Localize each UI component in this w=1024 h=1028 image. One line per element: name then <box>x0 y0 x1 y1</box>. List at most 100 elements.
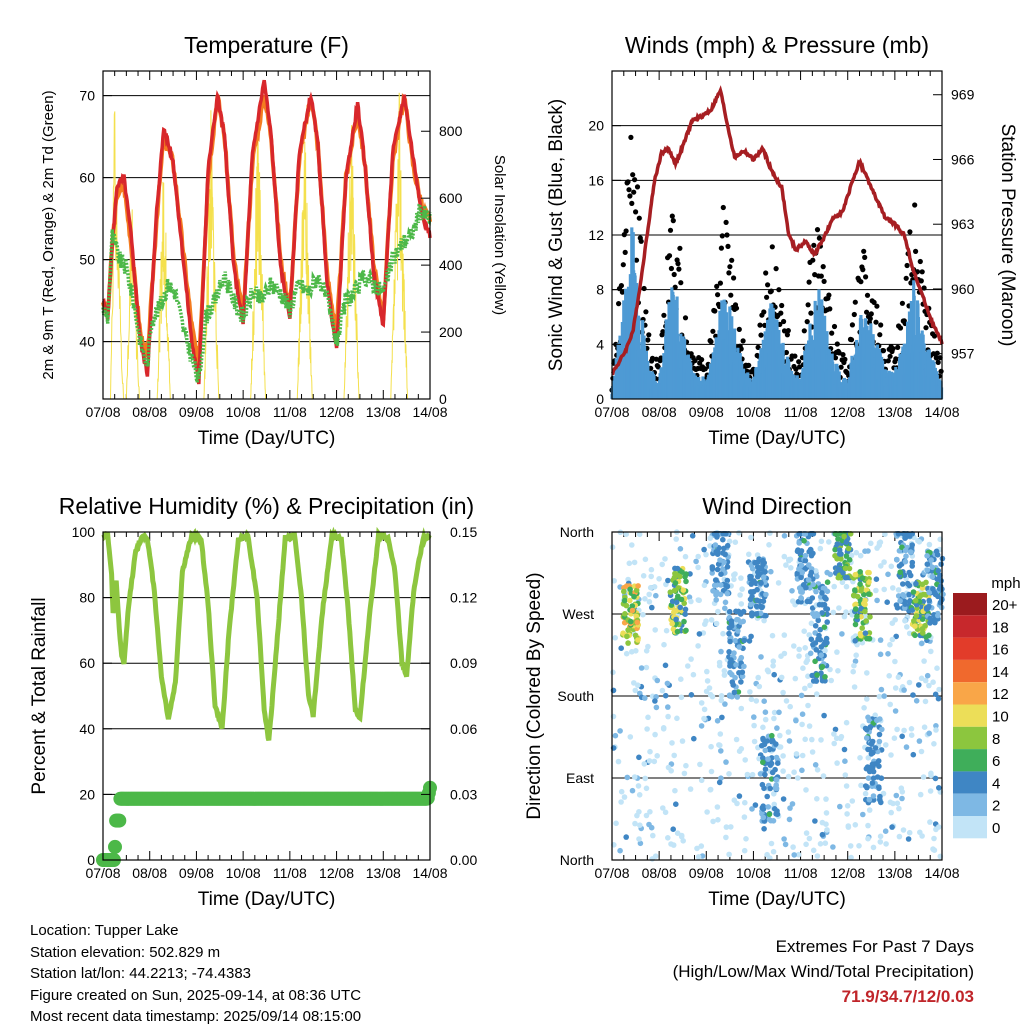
gust-point <box>627 193 633 199</box>
direction-point <box>833 735 840 742</box>
x-tick-label: 12/08 <box>830 865 865 881</box>
legend-label: 14 <box>992 664 1009 681</box>
direction-point <box>865 591 872 597</box>
direction-point <box>713 549 719 555</box>
direction-point <box>679 738 686 744</box>
direction-point <box>760 561 766 568</box>
direction-point <box>736 644 742 650</box>
direction-point <box>929 564 936 571</box>
direction-point <box>732 637 739 644</box>
direction-point <box>635 682 641 688</box>
direction-point <box>715 817 721 823</box>
direction-point <box>736 530 742 536</box>
direction-point <box>787 703 793 710</box>
solar-insolation-line <box>296 141 313 400</box>
gust-point <box>616 301 622 307</box>
direction-point <box>762 766 769 772</box>
gust-point <box>851 311 857 318</box>
legend-label: 16 <box>992 642 1009 659</box>
direction-point <box>814 691 820 697</box>
direction-point <box>768 817 774 824</box>
gust-point <box>931 333 938 339</box>
direction-point <box>756 683 763 690</box>
gust-point <box>623 228 629 234</box>
direction-point <box>812 818 818 824</box>
gust-point <box>646 332 652 338</box>
direction-point <box>778 653 784 659</box>
gust-point <box>714 283 720 289</box>
gust-point <box>893 356 899 362</box>
direction-point <box>741 847 748 854</box>
direction-point <box>695 564 701 571</box>
y2-tick-label: 0 <box>439 391 447 407</box>
direction-point <box>728 824 734 830</box>
direction-point <box>618 799 624 805</box>
station-elevation: Station elevation: 502.829 m <box>30 943 221 961</box>
direction-point <box>746 551 752 558</box>
direction-point <box>783 698 790 704</box>
direction-point <box>820 773 827 779</box>
legend-label: 8 <box>992 731 1000 748</box>
direction-point <box>819 663 826 670</box>
direction-point <box>806 723 813 729</box>
direction-point <box>897 598 903 604</box>
direction-point <box>899 544 905 551</box>
direction-point <box>841 746 848 753</box>
x-axis-label: Time (Day/UTC) <box>708 428 846 449</box>
direction-point <box>877 539 884 545</box>
y2-tick-label: 600 <box>439 190 463 206</box>
direction-point <box>922 677 929 684</box>
direction-point <box>834 649 840 655</box>
direction-point <box>783 562 789 568</box>
direction-point <box>805 702 811 709</box>
gust-point <box>678 280 684 286</box>
direction-point <box>648 566 655 573</box>
precipitation-points <box>96 780 437 867</box>
legend-label: 10 <box>992 709 1009 726</box>
direction-point <box>702 621 708 627</box>
gust-point <box>785 328 791 334</box>
direction-point <box>828 677 834 684</box>
direction-point <box>695 643 701 649</box>
direction-point <box>902 547 909 554</box>
gust-point <box>641 285 647 292</box>
direction-point <box>857 552 864 559</box>
legend-swatch <box>953 593 987 616</box>
direction-point <box>760 814 767 821</box>
y-tick-label: 70 <box>79 88 95 104</box>
direction-point <box>935 695 942 702</box>
direction-point <box>936 785 942 791</box>
direction-point <box>738 575 744 581</box>
direction-point <box>810 847 817 854</box>
gust-point <box>880 348 887 354</box>
gust-point <box>720 204 726 211</box>
y-axis-label: Sonic Wind & Gust (Blue, Black) <box>546 99 567 371</box>
humidity-precip-panel: 07/08 08/08 09/08 10/08 11/08 12/08 13/08 14/08… <box>29 493 477 910</box>
direction-point <box>877 796 883 803</box>
direction-point <box>618 645 624 651</box>
direction-point <box>734 616 740 623</box>
direction-point <box>913 698 920 704</box>
direction-point <box>834 556 840 562</box>
direction-point <box>901 687 907 693</box>
direction-point <box>802 685 808 692</box>
gust-point <box>776 287 782 293</box>
direction-point <box>918 748 925 755</box>
direction-point <box>727 638 733 645</box>
winds-pressure-panel: 07/08 08/08 09/08 10/08 11/08 12/08 13/08 14/08… <box>546 32 1018 449</box>
x-tick-label: 07/08 <box>85 404 120 420</box>
direction-point <box>932 691 939 698</box>
direction-point <box>701 715 707 722</box>
gust-point <box>676 266 682 272</box>
direction-point <box>704 668 710 675</box>
direction-point <box>688 692 695 698</box>
gust-point <box>821 278 827 284</box>
direction-point <box>938 561 944 567</box>
y2-tick-label: 0.00 <box>450 852 477 868</box>
direction-point <box>762 716 769 723</box>
direction-point <box>809 595 816 601</box>
direction-point <box>652 698 658 704</box>
direction-point <box>936 824 942 830</box>
direction-point <box>738 601 745 607</box>
direction-point <box>734 694 741 700</box>
